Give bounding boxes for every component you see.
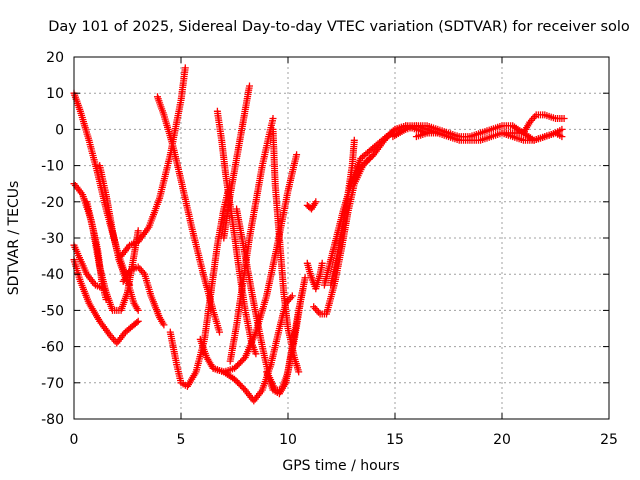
data-point — [295, 368, 303, 376]
series-trace-19 — [303, 198, 320, 213]
x-tick-label: 20 — [493, 432, 511, 448]
series-trace-06 — [70, 241, 108, 293]
data-point — [364, 157, 371, 165]
y-tick-label: 10 — [46, 86, 64, 102]
series-trace-13 — [209, 292, 296, 405]
series-trace-05 — [70, 256, 142, 347]
series-trace-02 — [96, 162, 134, 289]
data-point — [380, 136, 388, 144]
data-point — [232, 377, 240, 385]
data-point — [252, 350, 260, 358]
y-tick-label: 20 — [46, 50, 64, 66]
series-trace-15 — [226, 115, 277, 365]
y-axis-label: SDTVAR / TECUs — [6, 181, 22, 296]
data-point — [100, 285, 108, 293]
data-point — [359, 162, 367, 170]
data-point — [231, 375, 238, 383]
data-point — [269, 115, 277, 122]
data-point — [237, 381, 245, 389]
y-tick-label: 0 — [55, 122, 64, 138]
data-point — [312, 198, 320, 206]
x-tick-label: 5 — [177, 432, 186, 448]
data-point — [558, 125, 566, 133]
data-point — [382, 135, 390, 143]
data-point — [237, 358, 245, 366]
data-point — [293, 151, 301, 159]
data-point — [235, 360, 243, 368]
data-point — [299, 285, 307, 293]
data-point — [301, 274, 309, 282]
data-point — [134, 306, 142, 314]
data-point — [133, 319, 141, 326]
data-point — [181, 64, 189, 72]
y-tick-label: -30 — [41, 231, 64, 247]
data-point — [560, 115, 568, 122]
x-tick-label: 10 — [279, 432, 297, 448]
data-point — [360, 160, 368, 168]
x-tick-label: 25 — [600, 432, 618, 448]
y-tick-label: -40 — [41, 267, 64, 283]
data-point — [238, 357, 246, 365]
data-point — [558, 133, 566, 141]
data-point — [216, 328, 223, 336]
y-tick-label: -50 — [41, 303, 64, 319]
data-point — [234, 378, 242, 386]
y-tick-label: -10 — [41, 159, 64, 175]
y-tick-label: -80 — [41, 412, 64, 428]
data-point — [246, 82, 253, 90]
x-axis-label: GPS time / hours — [282, 458, 399, 474]
series-trace-10 — [166, 187, 232, 390]
data-point — [367, 154, 374, 162]
y-tick-label: -60 — [41, 340, 64, 356]
data-point — [231, 364, 238, 372]
data-point — [318, 259, 326, 267]
data-point — [362, 159, 370, 166]
data-point — [288, 292, 296, 300]
data-point — [238, 383, 246, 391]
series-trace-20 — [303, 259, 326, 293]
data-point — [350, 136, 358, 144]
data-point — [232, 363, 240, 371]
y-tick-label: -70 — [41, 376, 64, 392]
data-point — [160, 321, 168, 329]
x-tick-label: 0 — [70, 432, 79, 448]
data-point — [134, 317, 142, 325]
series-trace-18 — [269, 125, 303, 376]
chart-title: Day 101 of 2025, Sidereal Day-to-day VTE… — [48, 19, 630, 35]
series-trace-09 — [154, 93, 223, 336]
series-trace-12 — [196, 151, 301, 376]
series-trace-26 — [412, 111, 568, 144]
y-axis-ticks: -80 -70 -60 -50 -40 -30 -20 -10 0 10 20 — [41, 50, 609, 428]
x-tick-label: 15 — [386, 432, 404, 448]
y-tick-label: -20 — [41, 195, 64, 211]
series-trace-08 — [119, 263, 168, 329]
x-axis-ticks: 0 5 10 15 20 25 — [70, 57, 618, 448]
series-trace-14 — [220, 82, 253, 242]
series-trace-23 — [327, 136, 358, 289]
data-point — [234, 361, 242, 369]
series-trace-11 — [213, 107, 260, 358]
data-point — [235, 380, 243, 388]
data-point — [365, 155, 373, 163]
data-point — [134, 227, 142, 235]
series-trace-27 — [498, 129, 566, 144]
data-marks — [70, 64, 568, 405]
